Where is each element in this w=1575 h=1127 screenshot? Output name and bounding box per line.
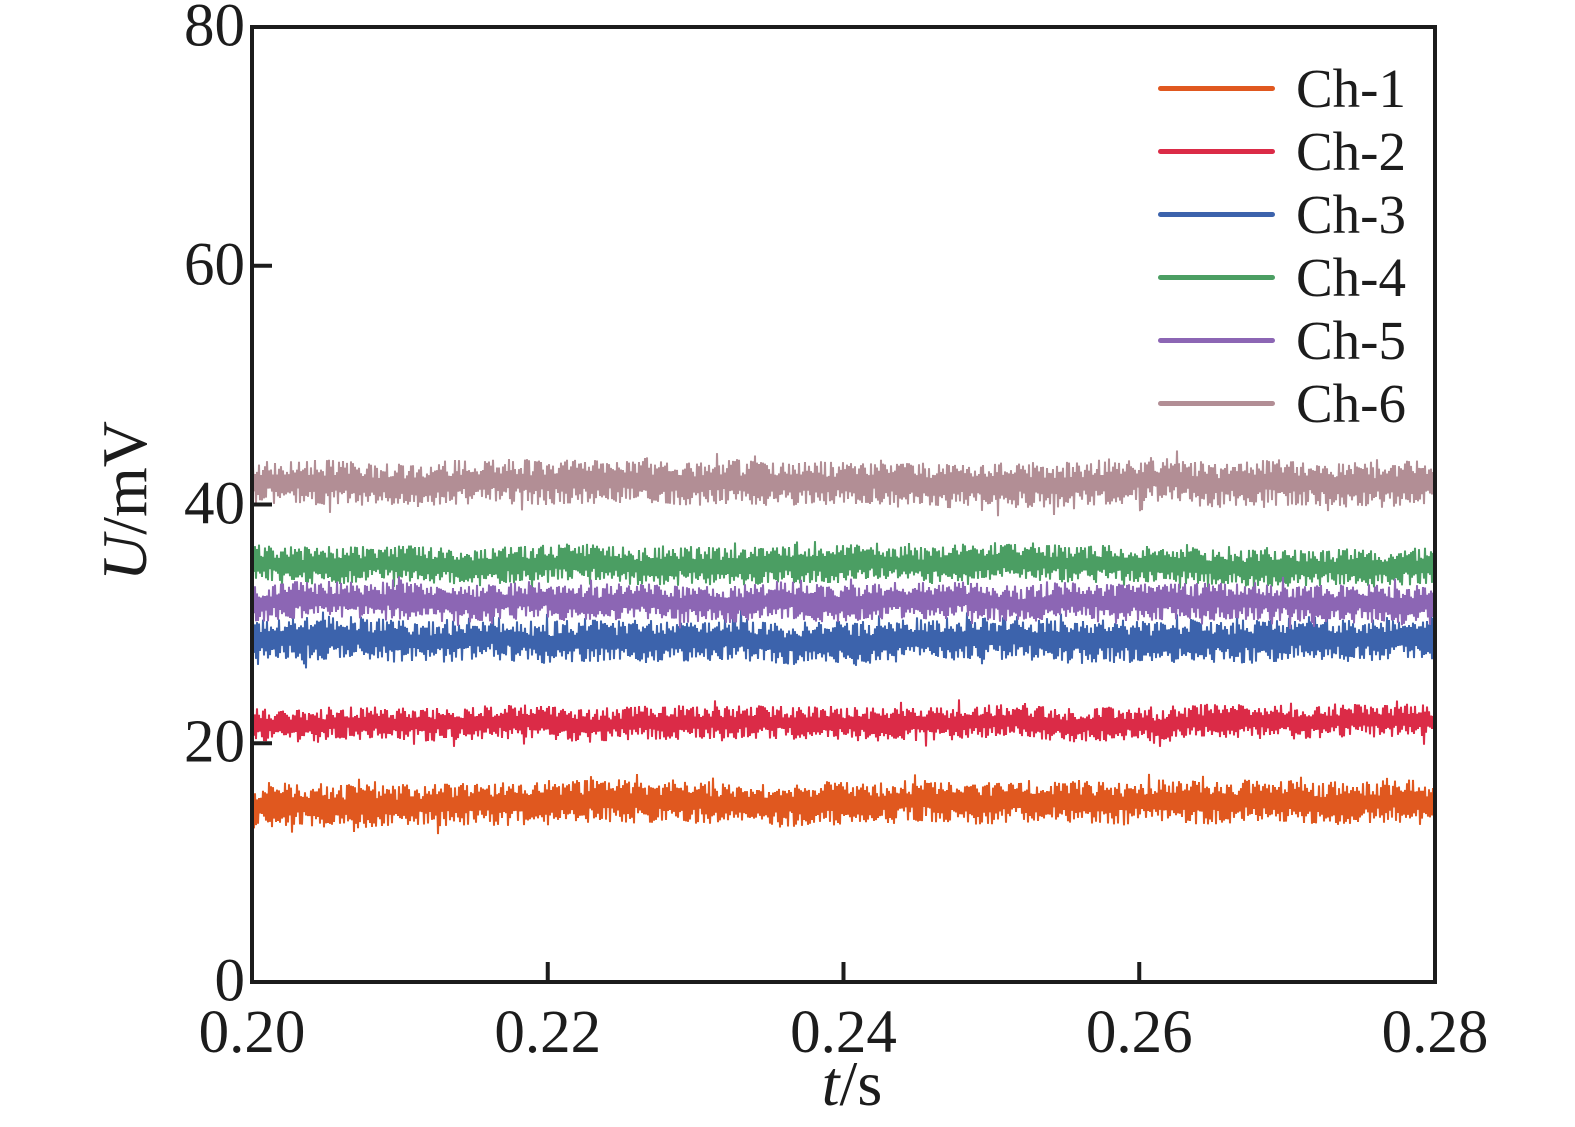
x-axis-label: t/s	[822, 1052, 882, 1116]
legend-label: Ch-6	[1296, 373, 1406, 434]
legend-item-ch-4: Ch-4	[1158, 246, 1406, 309]
y-axis-variable: U	[89, 534, 160, 581]
legend-line-swatch	[1158, 149, 1275, 154]
series-ch-3	[251, 609, 1436, 669]
x-tick-label: 0.26	[1085, 999, 1193, 1066]
legend: Ch-1 Ch-2 Ch-3 Ch-4 Ch-5 Ch-6	[1158, 57, 1406, 435]
x-tick-label: 0.28	[1381, 999, 1489, 1066]
y-tick-label: 80	[184, 0, 245, 60]
series-ch-6	[251, 450, 1436, 517]
legend-item-ch-5: Ch-5	[1158, 309, 1406, 372]
x-axis-unit: /s	[839, 1048, 883, 1119]
legend-line-swatch	[1158, 86, 1275, 91]
legend-label: Ch-3	[1296, 184, 1406, 245]
legend-label: Ch-2	[1296, 121, 1406, 182]
legend-line-swatch	[1158, 275, 1275, 280]
x-tick-label: 0.24	[790, 999, 897, 1066]
legend-line-swatch	[1158, 338, 1275, 343]
legend-label: Ch-1	[1296, 58, 1406, 119]
x-tick-label: 0.20	[198, 999, 306, 1066]
y-tick-label: 20	[184, 708, 245, 776]
legend-item-ch-2: Ch-2	[1158, 120, 1406, 183]
legend-line-swatch	[1158, 401, 1275, 406]
x-tick-label: 0.22	[494, 999, 602, 1066]
y-axis-unit: /mV	[89, 421, 160, 535]
plot-spines	[250, 25, 1437, 984]
legend-label: Ch-4	[1296, 247, 1406, 308]
legend-item-ch-1: Ch-1	[1158, 57, 1406, 120]
x-axis-variable: t	[821, 1048, 840, 1119]
series-ch-5	[251, 576, 1436, 629]
y-tick-label: 0	[214, 947, 246, 1015]
legend-item-ch-6: Ch-6	[1158, 372, 1406, 435]
y-tick-label: 60	[184, 231, 245, 299]
legend-item-ch-3: Ch-3	[1158, 183, 1406, 246]
series-ch-2	[251, 699, 1436, 747]
y-axis-label: U/mV	[89, 421, 160, 581]
legend-label: Ch-5	[1296, 310, 1406, 371]
legend-line-swatch	[1158, 212, 1275, 217]
series-ch-4	[251, 541, 1436, 594]
series-ch-1	[251, 773, 1436, 835]
y-tick-label: 40	[184, 469, 245, 537]
